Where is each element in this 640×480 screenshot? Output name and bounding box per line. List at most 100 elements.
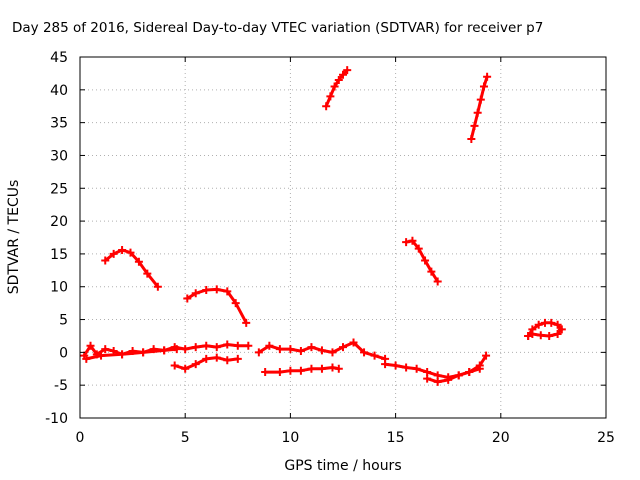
y-tick-label: -10 [45, 411, 68, 427]
data-point [126, 248, 135, 257]
data-point [307, 364, 316, 373]
data-point [334, 364, 343, 373]
data-point [101, 256, 110, 265]
data-point [296, 347, 305, 356]
data-point [202, 341, 211, 350]
y-tick-label: 35 [50, 116, 68, 132]
data-point [421, 256, 430, 265]
data-point [553, 329, 562, 338]
data-point [328, 363, 337, 372]
data-point [118, 350, 127, 359]
data-point [423, 374, 432, 383]
data-point [326, 92, 335, 101]
data-point [261, 368, 270, 377]
data-series [101, 245, 162, 291]
data-series [524, 318, 566, 340]
data-point [534, 320, 543, 329]
data-point [153, 282, 162, 291]
data-point [212, 353, 221, 362]
data-point [467, 135, 476, 144]
data-point [265, 341, 274, 350]
y-tick-label: 45 [50, 50, 68, 66]
data-point [212, 343, 221, 352]
data-point [339, 70, 347, 79]
data-point [536, 331, 545, 340]
data-point [334, 75, 343, 84]
y-axis: -10 -5 0 5 10 15 20 25 30 35 40 45 [45, 50, 606, 427]
data-series [254, 338, 390, 363]
y-tick-label: 0 [59, 345, 68, 361]
data-point [233, 354, 242, 363]
data-series [402, 236, 442, 286]
data-point [160, 346, 169, 355]
data-point [339, 343, 347, 352]
data-point [483, 72, 492, 81]
data-point [402, 363, 411, 372]
x-tick-label: 20 [492, 430, 510, 446]
x-axis: 0 5 10 15 20 25 [76, 57, 615, 446]
data-point [191, 360, 200, 369]
data-point [391, 361, 400, 370]
data-point [233, 341, 242, 350]
data-point [223, 356, 232, 365]
data-point [414, 244, 423, 253]
series-group [80, 66, 566, 386]
data-point [307, 343, 316, 352]
data-point [296, 366, 305, 375]
data-point [242, 318, 251, 327]
y-tick-label: 15 [50, 247, 68, 263]
data-series [322, 66, 352, 111]
data-series [170, 353, 242, 373]
data-point [408, 236, 417, 245]
data-series [467, 72, 492, 144]
data-point [473, 108, 482, 117]
y-axis-label: SDTVAR / TECUs [6, 180, 22, 295]
x-tick-label: 15 [387, 430, 405, 446]
data-point [343, 66, 352, 75]
data-point [482, 351, 491, 360]
data-point [360, 348, 369, 357]
series-line [383, 354, 488, 379]
x-tick-label: 5 [181, 430, 190, 446]
data-point [465, 368, 474, 377]
data-point [275, 368, 284, 377]
data-point [381, 360, 390, 369]
data-point [370, 351, 379, 360]
data-point [349, 338, 358, 347]
y-tick-label: 30 [50, 148, 68, 164]
y-tick-label: 5 [59, 313, 68, 329]
data-point [212, 285, 221, 294]
data-point [317, 364, 326, 373]
data-point [231, 299, 240, 308]
data-point [328, 348, 337, 357]
y-tick-label: 10 [50, 280, 68, 296]
data-point [191, 289, 200, 298]
y-tick-label: -5 [54, 378, 68, 394]
chart-title: Day 285 of 2016, Sidereal Day-to-day VTE… [12, 20, 543, 36]
grid [80, 57, 606, 418]
data-point [254, 348, 263, 357]
data-point [444, 375, 453, 384]
data-point [143, 269, 152, 278]
data-point [139, 348, 148, 357]
data-point [82, 354, 91, 363]
data-point [402, 238, 411, 247]
data-point [545, 331, 554, 340]
data-point [476, 95, 485, 104]
data-point [172, 345, 181, 354]
data-point [553, 320, 562, 329]
data-point [202, 354, 211, 363]
data-point [479, 82, 488, 91]
data-point [322, 102, 331, 111]
plot-frame [79, 56, 607, 419]
data-point [286, 366, 295, 375]
x-axis-label: GPS time / hours [284, 458, 401, 474]
data-point [524, 331, 533, 340]
data-point [528, 329, 537, 338]
data-point [433, 377, 442, 386]
data-point [202, 286, 211, 295]
data-point [454, 371, 463, 380]
data-point [275, 345, 284, 354]
x-tick-label: 10 [281, 430, 299, 446]
y-tick-label: 25 [50, 181, 68, 197]
